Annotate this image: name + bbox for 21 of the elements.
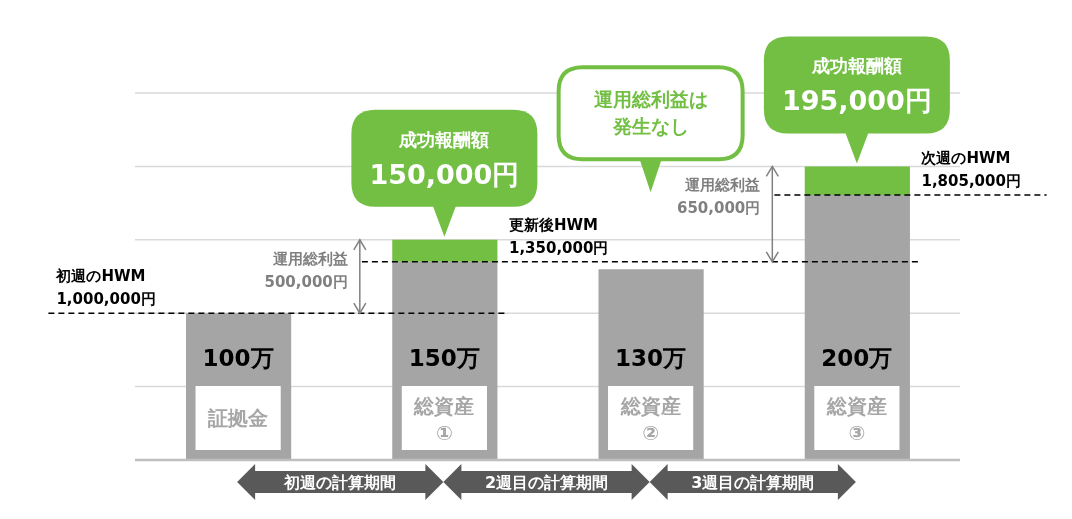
x-tick-label: 総資産② (619, 394, 681, 445)
x-tick-label: 証拠金 (207, 406, 269, 430)
ref-line-label: 次週のHWM 1,805,000円 (921, 149, 1021, 191)
ref-line-label: 更新後HWM 1,350,000円 (508, 215, 609, 257)
ref-line-label: 初週のHWM 1,000,000円 (55, 267, 156, 309)
data-label: 150,000円 (369, 158, 520, 190)
x-tick-label: 総資産③ (825, 394, 887, 445)
text: 成功報酬額 (398, 128, 490, 150)
annotation: 130万 (615, 345, 687, 371)
data-label: 195,000円 (781, 85, 932, 117)
annotation: 150万 (408, 345, 480, 371)
text: 運用総利益は発生なし (592, 88, 708, 138)
text: 成功報酬額 (810, 55, 902, 77)
text: 2週目の計算期間 (484, 473, 609, 492)
x-tick-label: 総資産① (413, 394, 475, 445)
annotation: 200万 (821, 345, 893, 371)
annotation: 運用総利益 650,000円 (676, 176, 761, 218)
annotation: 100万 (202, 345, 274, 371)
annotation: 運用総利益 500,000円 (264, 249, 348, 291)
text: 3週目の計算期間 (691, 473, 815, 492)
text: 初週の計算期間 (283, 473, 397, 492)
